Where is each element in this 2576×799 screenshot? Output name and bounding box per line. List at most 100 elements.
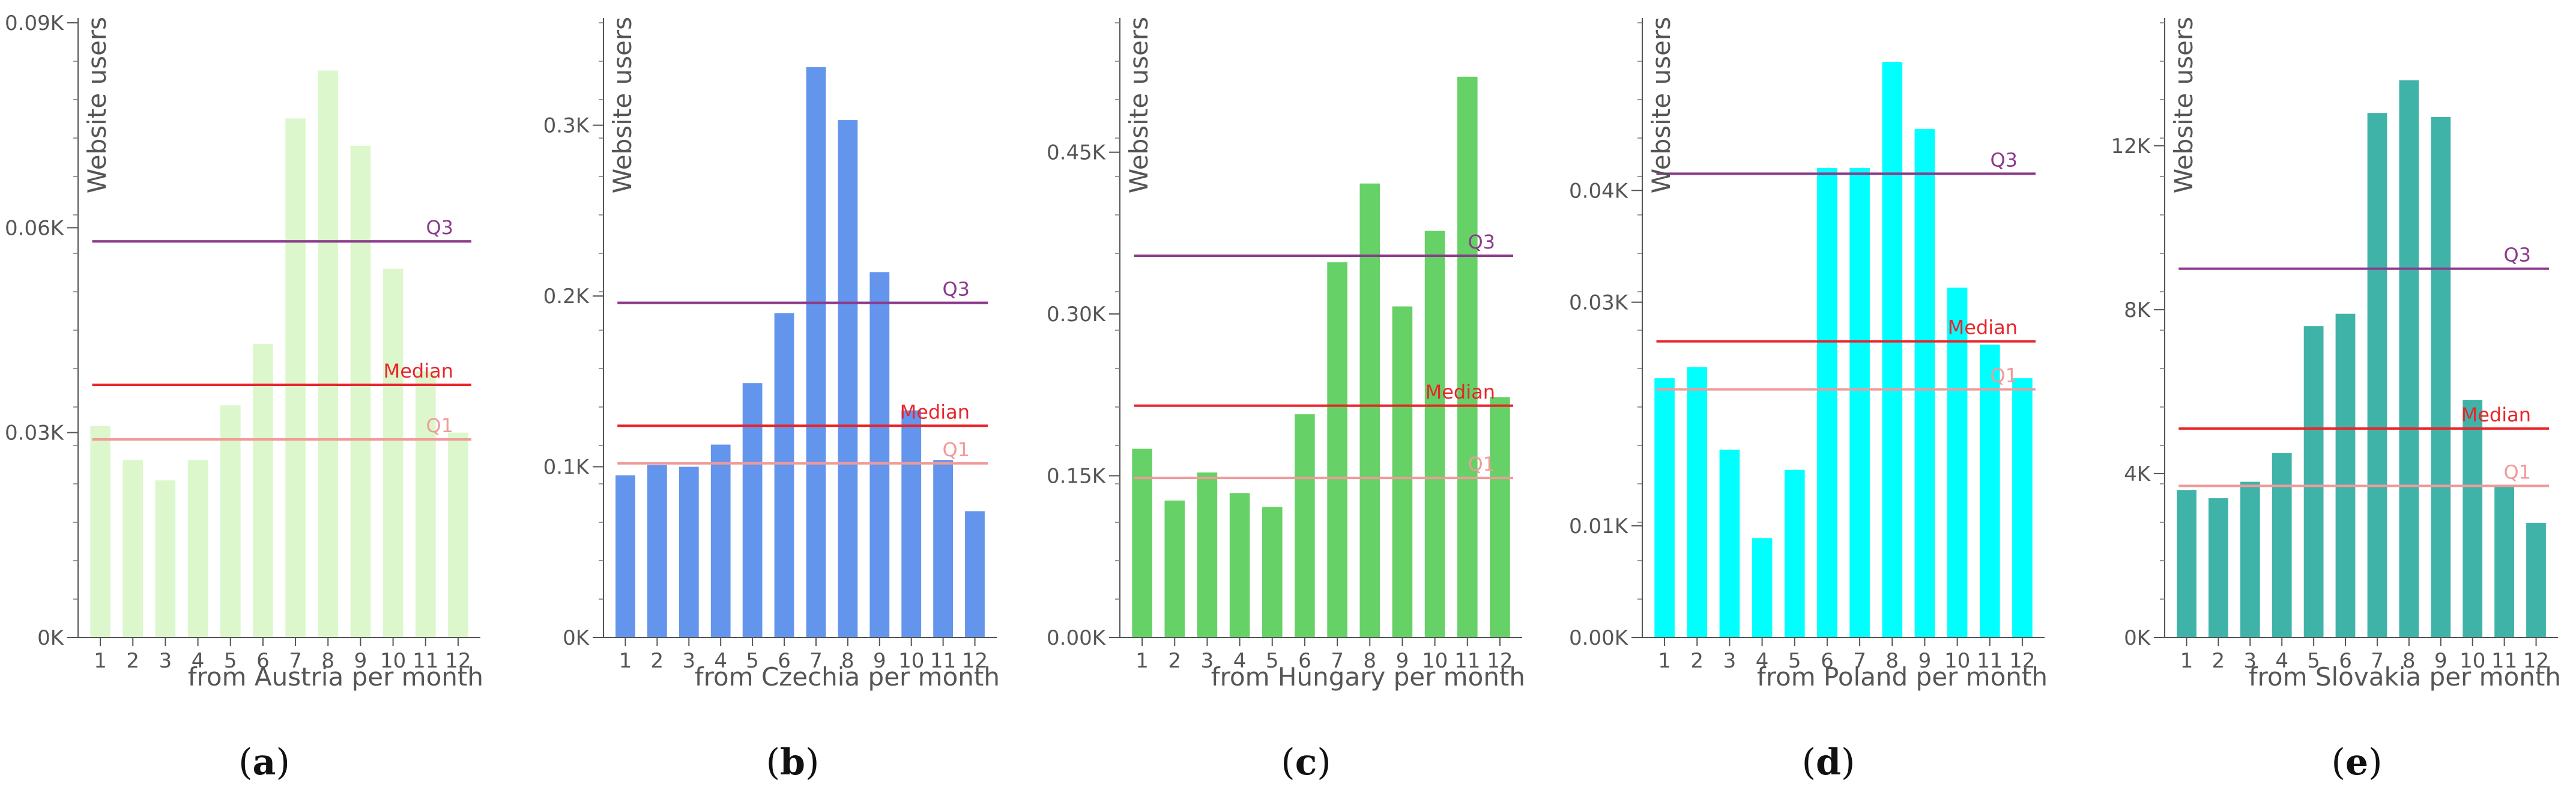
x-tick-label-b-5: 5 (746, 649, 759, 673)
bar-e-month-9 (2431, 117, 2451, 638)
x-tick-label-d-3: 3 (1723, 649, 1737, 673)
bar-d-month-3 (1719, 450, 1740, 638)
bar-b-month-8 (838, 120, 858, 638)
bar-b-month-6 (774, 313, 794, 638)
ref-label-a-median: Median (384, 360, 453, 382)
x-tick-label-c-10: 10 (1422, 649, 1448, 673)
ref-label-c-q1: Q1 (1468, 453, 1495, 475)
bar-d-month-11 (1980, 345, 2000, 638)
x-tick-label-c-3: 3 (1201, 649, 1214, 673)
x-tick-label-e-6: 6 (2339, 649, 2352, 673)
x-tick-label-b-11: 11 (930, 649, 956, 673)
y-tick-label-c: 0.30K (1047, 303, 1107, 327)
x-tick-label-e-2: 2 (2212, 649, 2225, 673)
bar-d-month-1 (1654, 378, 1675, 638)
bar-c-month-9 (1392, 306, 1413, 638)
x-tick-label-a-1: 1 (94, 649, 107, 673)
bar-a-month-2 (122, 460, 144, 638)
ref-label-a-q1: Q1 (426, 414, 453, 437)
ref-label-d-q1: Q1 (1990, 364, 2018, 387)
x-tick-label-b-8: 8 (841, 649, 854, 673)
bar-b-month-10 (901, 410, 922, 638)
x-axis-title-c: from Hungary per month (1211, 662, 1525, 692)
panel-label-c: (c) (1281, 741, 1331, 783)
x-tick-label-d-10: 10 (1944, 649, 1970, 673)
x-tick-label-c-9: 9 (1396, 649, 1409, 673)
bar-a-month-7 (285, 118, 306, 638)
x-tick-label-c-4: 4 (1233, 649, 1247, 673)
bar-b-month-11 (933, 460, 953, 638)
x-tick-label-e-5: 5 (2307, 649, 2320, 673)
y-tick-label-c: 0.00K (1047, 626, 1107, 650)
y-tick-label-d: 0.01K (1569, 514, 1629, 538)
bar-b-month-1 (615, 475, 635, 638)
bar-e-month-12 (2526, 522, 2546, 638)
bar-a-month-11 (416, 371, 436, 638)
x-tick-label-c-8: 8 (1363, 649, 1376, 673)
bar-c-month-5 (1262, 507, 1283, 638)
bar-b-month-4 (710, 444, 731, 638)
panel-label-e: (e) (2331, 741, 2382, 783)
bar-c-month-2 (1164, 500, 1185, 638)
x-tick-label-e-10: 10 (2460, 649, 2485, 673)
panel-label-a: (a) (238, 741, 290, 783)
x-tick-label-a-2: 2 (126, 649, 139, 673)
bar-a-month-12 (448, 432, 468, 638)
y-axis-title-c: Website users (1124, 17, 1153, 193)
bar-e-month-5 (2303, 326, 2324, 638)
bar-c-month-12 (1490, 397, 1510, 638)
x-tick-label-d-2: 2 (1690, 649, 1704, 673)
ref-label-d-median: Median (1948, 316, 2018, 339)
y-axis-title-a: Website users (82, 17, 112, 193)
x-tick-label-e-11: 11 (2491, 649, 2517, 673)
x-tick-label-e-8: 8 (2402, 649, 2416, 673)
x-tick-label-e-3: 3 (2243, 649, 2257, 673)
y-tick-label-b: 0.2K (543, 285, 590, 309)
bar-e-month-8 (2399, 80, 2419, 638)
x-tick-label-e-4: 4 (2275, 649, 2288, 673)
x-axis-title-b: from Czechia per month (695, 662, 1000, 692)
ref-label-c-q3: Q3 (1468, 231, 1495, 253)
bar-c-month-3 (1197, 472, 1218, 638)
bar-a-month-1 (90, 426, 110, 638)
x-tick-label-c-12: 12 (1487, 649, 1513, 673)
x-axis-title-e: from Slovakia per month (2249, 662, 2561, 692)
bar-d-month-9 (1914, 128, 1935, 638)
x-tick-label-d-5: 5 (1788, 649, 1801, 673)
y-tick-label-a: 0.06K (5, 216, 65, 240)
ref-label-e-q1: Q1 (2503, 460, 2531, 483)
x-tick-label-b-10: 10 (898, 649, 924, 673)
ref-label-e-q3: Q3 (2503, 244, 2531, 267)
x-tick-label-e-9: 9 (2434, 649, 2448, 673)
y-axis-title-b: Website users (608, 17, 637, 193)
x-tick-label-a-4: 4 (192, 649, 205, 673)
bar-e-month-2 (2209, 498, 2228, 638)
bar-a-month-4 (187, 460, 208, 638)
x-tick-label-c-11: 11 (1454, 649, 1480, 673)
bar-d-month-12 (2012, 378, 2033, 638)
bar-d-month-7 (1849, 168, 1870, 638)
y-tick-label-d: 0.04K (1569, 179, 1629, 203)
y-tick-label-c: 0.15K (1047, 465, 1107, 489)
x-tick-label-d-11: 11 (1977, 649, 2003, 673)
bar-e-month-6 (2335, 313, 2356, 638)
y-axis-title-d: Website users (1646, 17, 1676, 193)
bar-d-month-8 (1882, 62, 1903, 638)
x-axis-title-a: from Austria per month (188, 662, 483, 692)
y-tick-label-e: 12K (2111, 134, 2151, 158)
bar-d-month-2 (1687, 367, 1708, 638)
bar-b-month-5 (742, 383, 763, 638)
ref-label-e-median: Median (2461, 403, 2531, 426)
bar-b-month-12 (965, 511, 985, 638)
x-tick-label-a-5: 5 (224, 649, 237, 673)
bar-a-month-5 (220, 405, 241, 638)
ref-label-a-q3: Q3 (426, 216, 453, 239)
x-tick-label-a-9: 9 (354, 649, 367, 673)
bar-a-month-3 (155, 480, 176, 638)
y-tick-label-c: 0.45K (1047, 141, 1107, 165)
x-tick-label-d-6: 6 (1821, 649, 1834, 673)
ref-label-d-q3: Q3 (1990, 148, 2018, 171)
x-tick-label-a-7: 7 (289, 649, 302, 673)
y-tick-label-b: 0.1K (543, 456, 590, 480)
